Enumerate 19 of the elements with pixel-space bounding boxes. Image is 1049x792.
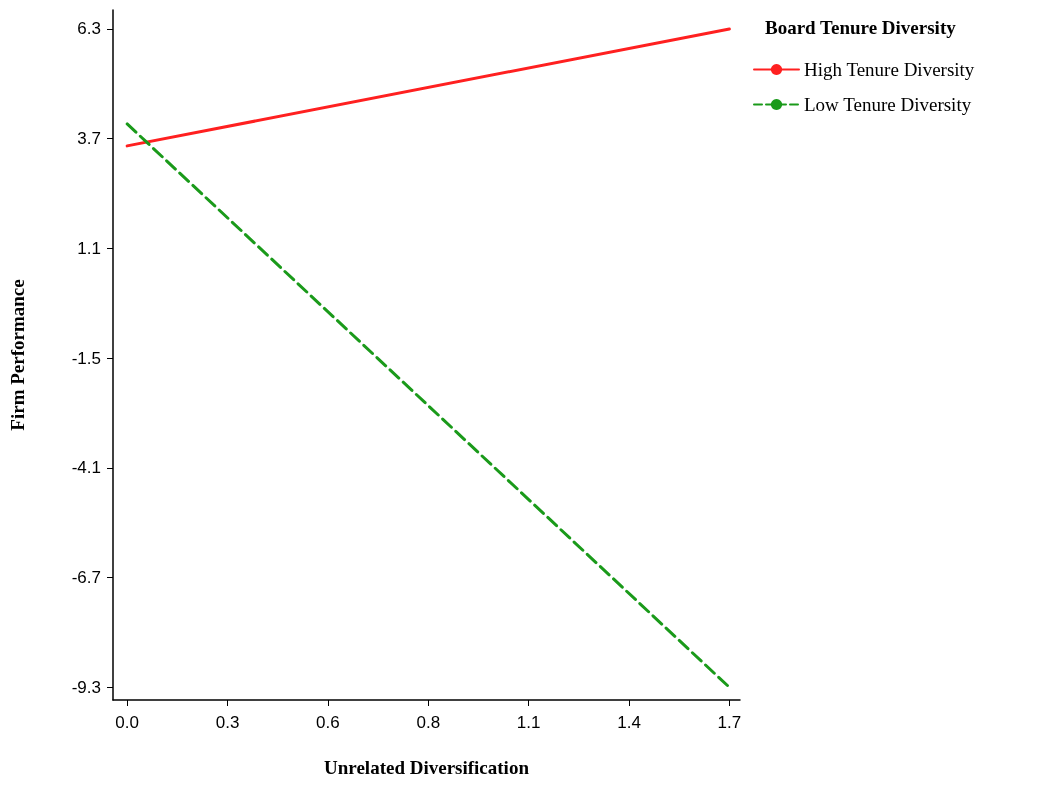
x-tick-label: 0.3 <box>215 713 240 732</box>
x-tick-label: 1.7 <box>717 713 742 732</box>
x-tick-label: 0.6 <box>316 713 340 732</box>
legend-label: High Tenure Diversity <box>804 59 975 80</box>
y-tick-label: -6.7 <box>71 568 101 588</box>
x-tick-label: 1.1 <box>516 713 541 732</box>
legend-label: Low Tenure Diversity <box>804 94 972 115</box>
x-axis-title: Unrelated Diversification <box>324 757 530 778</box>
legend-title: Board Tenure Diversity <box>765 17 957 38</box>
y-tick-label: -9.3 <box>71 677 101 697</box>
y-axis-title: Firm Performance <box>7 279 28 431</box>
x-tick-label: 0.8 <box>416 713 441 732</box>
y-tick-label: -1.5 <box>71 348 101 368</box>
x-tick-label: 1.4 <box>617 713 641 732</box>
y-tick-label: 1.1 <box>77 238 101 258</box>
x-tick-label: 0.0 <box>115 713 139 732</box>
y-tick-label: 3.7 <box>77 129 101 149</box>
y-tick-label: -4.1 <box>71 458 101 478</box>
y-tick-label: 6.3 <box>77 19 101 39</box>
